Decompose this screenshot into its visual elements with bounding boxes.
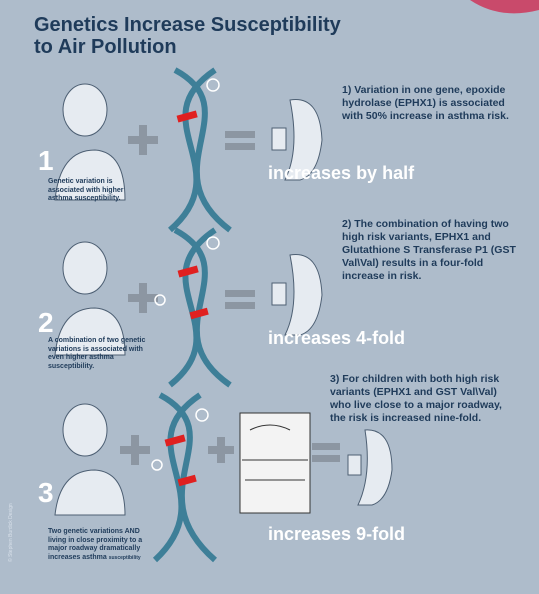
roadway-scene (240, 413, 310, 513)
caption-small: susceptibility (109, 555, 141, 561)
panel-description: 3) For children with both high risk vari… (330, 373, 515, 425)
title-line: Genetics Increase Susceptibility (34, 14, 341, 36)
panel-number: 1 (38, 145, 54, 177)
title-line: to Air Pollution (34, 36, 177, 58)
panel-description: 1) Variation in one gene, epoxide hydrol… (342, 84, 527, 123)
panel-result: increases 4-fold (268, 328, 405, 349)
panel-caption: Two genetic variations AND living in clo… (48, 528, 148, 562)
panel-description: 2) The combination of having two high ri… (342, 218, 527, 283)
credit: © Stephen Burdick Design (8, 503, 14, 562)
panel-result: increases 9-fold (268, 524, 405, 545)
corner-art (470, 0, 539, 13)
panel-result: increases by half (268, 163, 414, 184)
infographic: Genetics Increase Susceptibility to Air … (0, 0, 539, 594)
panel-number: 3 (38, 477, 54, 509)
panel-number: 2 (38, 307, 54, 339)
boys (55, 84, 125, 515)
panel-caption: Genetic variation is associated with hig… (48, 178, 148, 204)
panel-caption: A combination of two genetic variations … (48, 337, 148, 371)
